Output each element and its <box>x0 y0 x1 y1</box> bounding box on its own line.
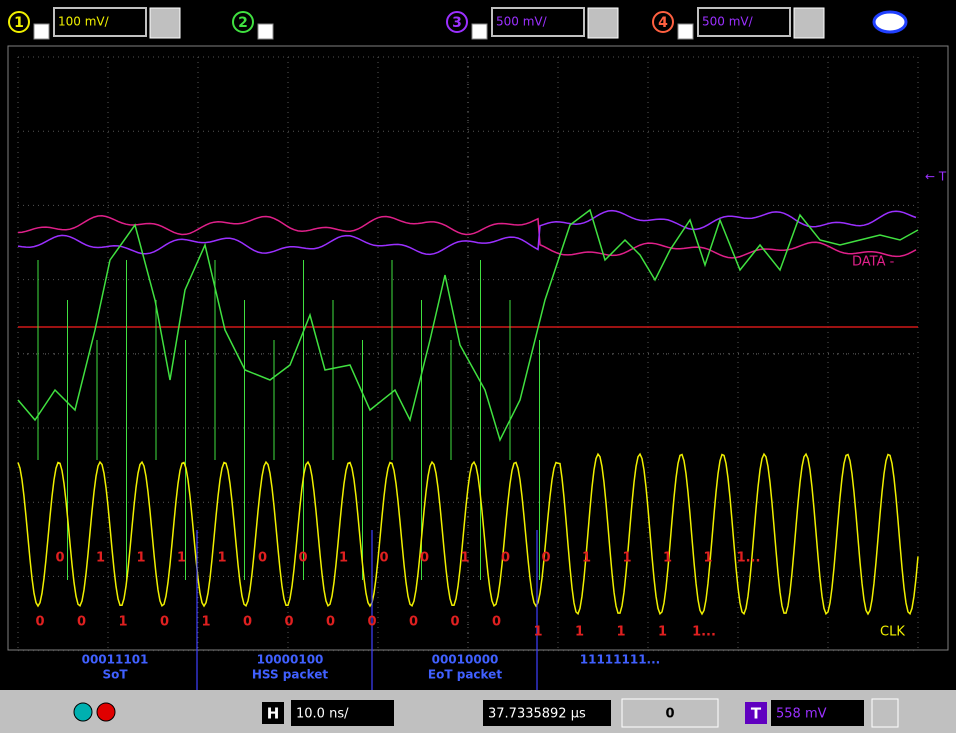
bit-label: 1 <box>118 615 127 630</box>
trigger-spinner[interactable] <box>872 699 898 727</box>
channel-checkbox[interactable] <box>678 24 693 39</box>
channel-scale: 100 mV/ <box>58 15 110 29</box>
channel-scale: 500 mV/ <box>496 15 548 29</box>
bit-label: 0 <box>35 615 44 630</box>
run-button[interactable] <box>97 703 115 721</box>
delay-value: 37.7335892 µs <box>488 707 586 722</box>
bit-label: 1 <box>658 625 667 640</box>
bit-label: 0 <box>541 551 550 566</box>
channel-checkbox[interactable] <box>34 24 49 39</box>
annotation-label: SoT <box>102 668 128 682</box>
bit-label: 0 <box>420 551 429 566</box>
bit-label: 1 <box>460 551 469 566</box>
bit-label: 1 <box>217 551 226 566</box>
bit-label: 1 <box>575 625 584 640</box>
bit-label: 1 <box>703 551 712 566</box>
channel-number: 1 <box>14 15 24 31</box>
bit-label: 0 <box>379 551 388 566</box>
bit-label: 0 <box>284 615 293 630</box>
annotation-bits: 11111111... <box>580 653 660 667</box>
timebase-value: 10.0 ns/ <box>296 707 349 722</box>
bit-label: 0 <box>492 615 501 630</box>
bit-label: 0 <box>258 551 267 566</box>
trigger-button: T <box>751 705 762 723</box>
annotation-bits: 00010000 <box>432 653 499 667</box>
bit-label: 1 <box>201 615 210 630</box>
bit-label: 1 <box>622 551 631 566</box>
channel-scale: 500 mV/ <box>702 15 754 29</box>
bit-label: 0 <box>501 551 510 566</box>
bit-label: 1 <box>663 551 672 566</box>
channel-checkbox[interactable] <box>258 24 273 39</box>
bit-label: 1 <box>616 625 625 640</box>
run-button[interactable] <box>74 703 92 721</box>
trigger-level: 558 mV <box>776 707 827 722</box>
bit-label: 0 <box>298 551 307 566</box>
bit-label: 0 <box>55 551 64 566</box>
channel-number: 3 <box>452 15 462 31</box>
bit-label: 0 <box>243 615 252 630</box>
channel-number: 2 <box>238 15 248 31</box>
annotation-label: HSS packet <box>252 668 329 682</box>
scale-spinner[interactable] <box>794 8 824 38</box>
trigger-marker: ← T <box>925 170 947 184</box>
page: 0 1 1 1 1 0 0 1 0 0 1 0 0 1 1 1 1 1... 0 0 1 0 1 0 0 0 0 0 0 0 1 1 1 1 1..… <box>0 0 956 733</box>
bit-label: 0 <box>450 615 459 630</box>
annotation-label: EoT packet <box>428 668 502 682</box>
annotation-bits: 00011101 <box>82 653 149 667</box>
display-button[interactable] <box>874 12 906 32</box>
nav-value: 0 <box>665 707 674 722</box>
bit-label: 0 <box>409 615 418 630</box>
bit-label: 1 <box>533 625 542 640</box>
bit-label: 0 <box>367 615 376 630</box>
channel-number: 4 <box>658 15 668 31</box>
bit-label: 1 <box>339 551 348 566</box>
bit-label: 0 <box>77 615 86 630</box>
bit-label: 1 <box>136 551 145 566</box>
annotation-bits: 10000100 <box>257 653 324 667</box>
bit-label: 1 <box>96 551 105 566</box>
bit-label: 0 <box>326 615 335 630</box>
scale-spinner[interactable] <box>150 8 180 38</box>
bit-label: 1... <box>692 625 716 640</box>
oscilloscope: 0 1 1 1 1 0 0 1 0 0 1 0 0 1 1 1 1 1... 0 0 1 0 1 0 0 0 0 0 0 0 1 1 1 1 1..… <box>0 0 956 733</box>
screen <box>8 46 948 650</box>
clock-label: CLK <box>880 625 905 640</box>
channel-checkbox[interactable] <box>472 24 487 39</box>
horizontal-button: H <box>267 705 280 723</box>
bit-label: 1 <box>582 551 591 566</box>
bit-label: 1... <box>737 551 761 566</box>
data-label: DATA - <box>852 255 895 270</box>
bit-label: 1 <box>177 551 186 566</box>
scale-spinner[interactable] <box>588 8 618 38</box>
bit-label: 0 <box>160 615 169 630</box>
